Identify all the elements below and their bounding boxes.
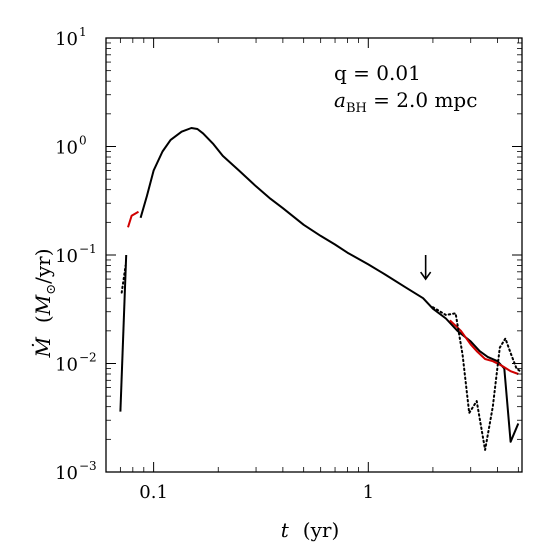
ylabel-unit-sub: ⊙ [44,284,59,295]
series-line-1 [449,319,519,375]
y-tick-label: 10 [55,246,78,267]
y-tick-label: 10 [55,29,78,50]
abh-symbol: a [334,88,346,112]
ylabel-symbol: Ṁ [31,337,55,359]
annotation-abh: aBH = 2.0 mpc [334,88,477,116]
series-line-2 [431,306,522,451]
ylabel-unit-open: ( [31,315,55,323]
annotation-q: q = 0.01 [334,61,421,85]
y-tick-exponent: −1 [79,242,97,256]
y-tick-exponent: −2 [79,351,97,365]
y-axis-label: Ṁ (M⊙/yr) [31,248,59,358]
y-tick-label: 10 [55,355,78,376]
x-axis-label: t (yr) [281,518,340,542]
series-line-0 [139,127,520,443]
series-line-2 [120,264,127,294]
series-line-1 [127,210,140,228]
y-tick-exponent: 1 [79,25,87,39]
series-line-0 [119,254,128,412]
arrow-head [419,271,432,281]
abh-value: = 2.0 mpc [367,88,478,112]
ylabel-unit-m: M [31,294,55,316]
ylabel-unit-rest: /yr) [31,248,55,283]
y-tick-exponent: 0 [79,134,87,148]
y-tick-label: 10 [55,463,78,484]
curves-layer [119,127,522,451]
y-tick-exponent: −3 [79,459,97,473]
xlabel-unit: (yr) [303,518,339,542]
x-tick-label: 1 [363,482,374,503]
x-tick-label: 0.1 [139,482,168,503]
y-tick-label: 10 [55,138,78,159]
abh-subscript: BH [346,101,367,116]
xlabel-symbol: t [281,518,290,542]
